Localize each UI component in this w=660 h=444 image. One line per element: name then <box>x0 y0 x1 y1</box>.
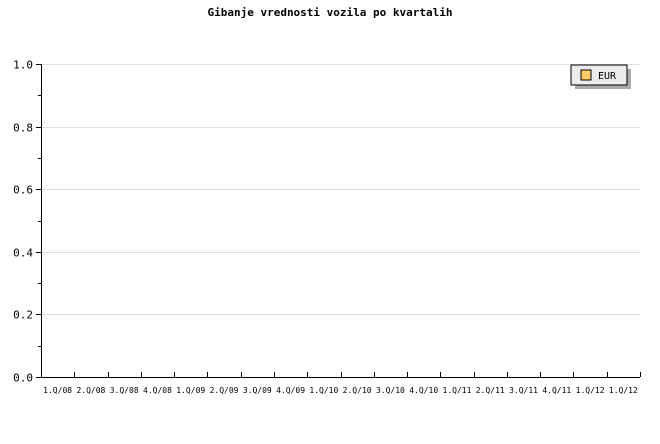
x-tick-label: 3.Q/09 <box>243 386 272 395</box>
x-tick-label: 2.Q/08 <box>76 386 105 395</box>
x-tick-label: 2.Q/10 <box>343 386 372 395</box>
x-tick-label: 3.Q/11 <box>509 386 538 395</box>
x-tick-label: 1.Q/09 <box>176 386 205 395</box>
x-tick-label: 1.Q/12 <box>609 386 638 395</box>
x-tick-label: 4.Q/09 <box>276 386 305 395</box>
x-tick-label: 4.Q/10 <box>409 386 438 395</box>
legend-swatch-eur <box>580 69 592 81</box>
legend-label-eur: EUR <box>598 71 617 82</box>
x-tick-label: 1.Q/11 <box>443 386 472 395</box>
x-tick-label: 1.Q/08 <box>43 386 72 395</box>
y-tick-label: 0.6 <box>13 184 33 197</box>
x-tick-label: 4.Q/11 <box>542 386 571 395</box>
x-tick-label: 2.Q/11 <box>476 386 505 395</box>
x-tick-label: 3.Q/10 <box>376 386 405 395</box>
legend: EUR <box>570 64 631 89</box>
y-tick-label: 0.2 <box>13 309 33 322</box>
x-tick-label: 1.Q/10 <box>309 386 338 395</box>
y-tick-label: 1.0 <box>13 59 33 72</box>
y-tick-label: 0.4 <box>13 247 33 260</box>
x-tick-label: 3.Q/08 <box>110 386 139 395</box>
chart-title: Gibanje vrednosti vozila po kvartalih <box>207 6 452 19</box>
x-tick-label: 4.Q/08 <box>143 386 172 395</box>
y-tick-label: 0.8 <box>13 122 33 135</box>
y-tick-label: 0.0 <box>13 372 33 385</box>
x-tick-label: 2.Q/09 <box>210 386 239 395</box>
x-tick-label: 1.Q/12 <box>576 386 605 395</box>
